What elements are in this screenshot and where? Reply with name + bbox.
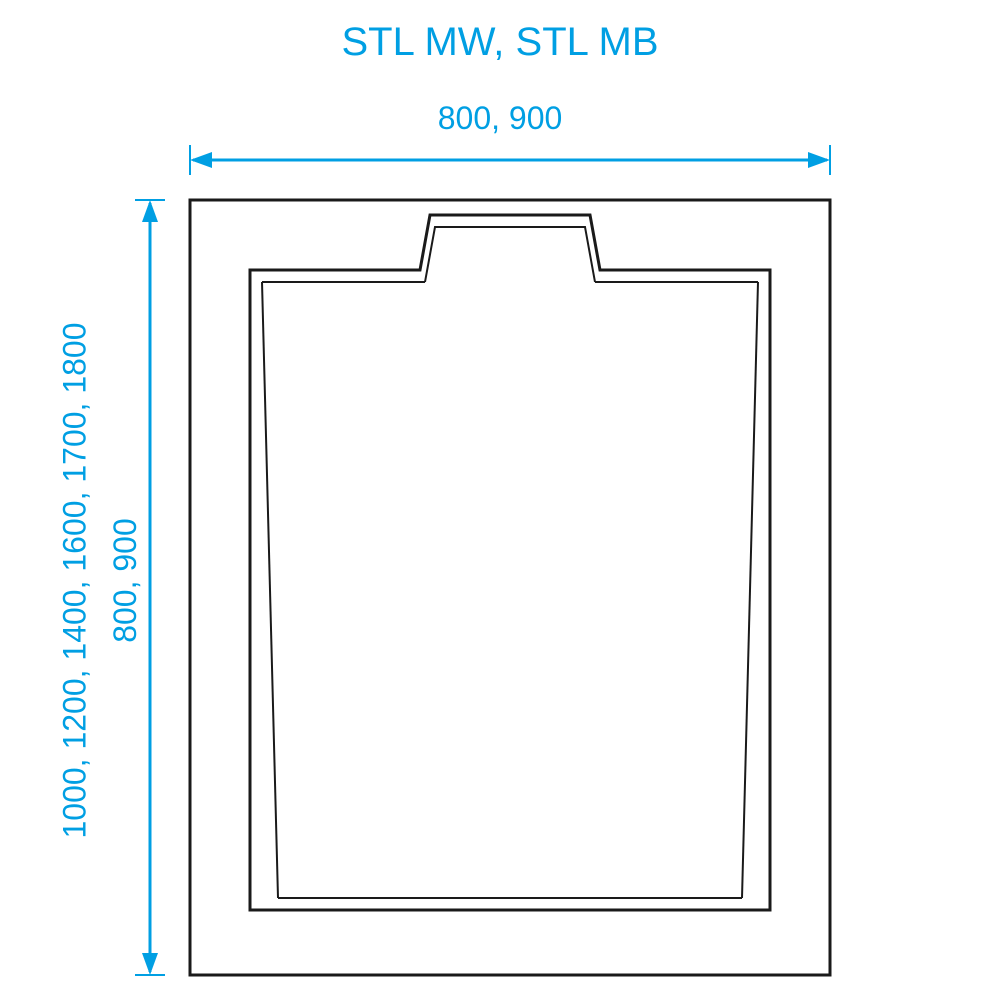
inner-tray-outline (250, 215, 770, 910)
technical-drawing (0, 0, 1000, 1001)
outer-tray-outline (190, 200, 830, 975)
width-dimension-arrow (190, 145, 830, 175)
inner-bevel-lines (262, 227, 758, 898)
height-dimension-arrow (135, 200, 165, 975)
